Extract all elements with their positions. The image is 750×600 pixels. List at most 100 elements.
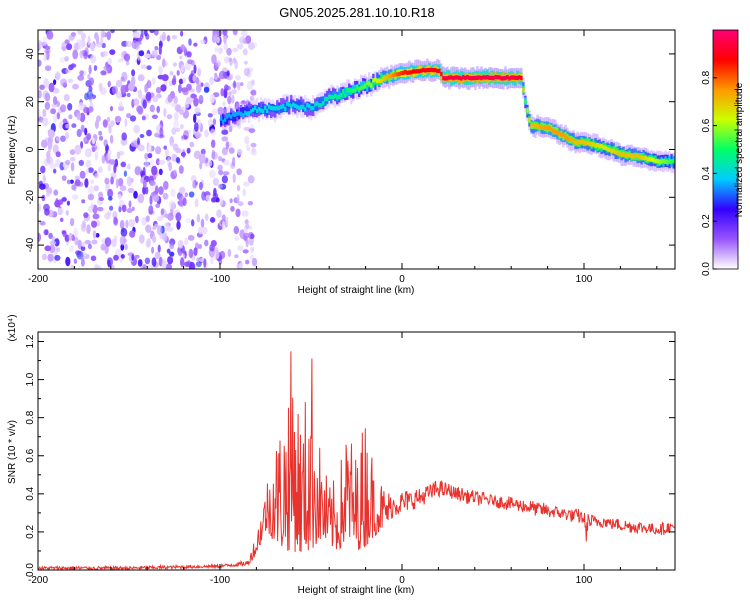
noise-blob xyxy=(128,200,132,208)
ridge-cell xyxy=(630,154,633,159)
noise-blob xyxy=(54,200,61,208)
noise-blob xyxy=(239,82,244,87)
noise-blob xyxy=(212,118,217,126)
ridge-cell xyxy=(360,81,363,90)
ridge-cell xyxy=(232,112,235,117)
noise-blob xyxy=(158,168,163,175)
noise-blob xyxy=(133,98,140,106)
noise-blob xyxy=(87,35,91,46)
noise-blob xyxy=(245,144,250,150)
ridge-cell xyxy=(412,69,415,74)
noise-blob xyxy=(228,91,232,97)
noise-blob xyxy=(179,109,184,116)
noise-blob xyxy=(158,159,166,165)
noise-blob xyxy=(182,130,189,141)
ridge-cell xyxy=(636,153,639,158)
noise-blob xyxy=(48,82,55,93)
noise-blob xyxy=(221,214,226,221)
noise-blob xyxy=(73,258,78,265)
noise-blob xyxy=(64,131,70,140)
ridge-cell xyxy=(600,143,603,149)
noise-blob xyxy=(60,135,66,142)
noise-blob xyxy=(117,177,124,187)
noise-blob xyxy=(87,185,95,194)
noise-blob xyxy=(250,246,255,253)
ridge-cell xyxy=(494,74,497,80)
noise-blob xyxy=(110,176,114,185)
ridge-cell xyxy=(594,143,597,148)
noise-blob xyxy=(250,142,257,148)
noise-blob xyxy=(210,255,214,265)
ridge-cell xyxy=(302,104,305,110)
ridge-cell xyxy=(662,158,665,163)
ridge-cell xyxy=(492,76,495,81)
noise-blob xyxy=(127,82,135,91)
noise-blob xyxy=(250,79,255,86)
ridge-cell xyxy=(248,111,251,116)
ridge-cell xyxy=(482,75,485,80)
noise-blob xyxy=(109,49,116,55)
noise-blob xyxy=(193,247,198,256)
noise-blob xyxy=(180,257,185,267)
ridge-cell xyxy=(552,128,555,133)
noise-blob xyxy=(44,101,51,110)
noise-blob xyxy=(180,64,185,73)
ridge-cell xyxy=(484,75,487,80)
noise-blob xyxy=(228,125,233,133)
noise-blob xyxy=(88,106,94,113)
snr-x-axis-label: Height of straight line (km) xyxy=(298,585,415,596)
noise-blob xyxy=(210,129,217,137)
ridge-cell xyxy=(226,114,229,119)
noise-blob xyxy=(107,164,112,172)
ridge-cell xyxy=(520,75,523,81)
noise-blob xyxy=(81,241,86,248)
noise-blob xyxy=(201,191,206,201)
noise-blob xyxy=(72,194,79,200)
noise-blob xyxy=(44,208,50,216)
noise-blob xyxy=(163,180,169,190)
noise-blob xyxy=(78,159,85,166)
noise-blob xyxy=(46,30,54,40)
noise-blob xyxy=(149,195,153,205)
noise-blob xyxy=(160,208,165,216)
ridge-cell xyxy=(310,106,313,111)
noise-blob xyxy=(155,146,162,155)
ridge-cell xyxy=(396,72,399,77)
ridge-cell xyxy=(276,106,279,111)
noise-blob xyxy=(80,257,85,267)
noise-blob xyxy=(232,156,236,167)
noise-blob xyxy=(43,78,49,88)
noise-blob xyxy=(222,30,228,36)
noise-blob xyxy=(218,184,223,189)
ridge-cell xyxy=(266,108,269,113)
noise-blob xyxy=(86,90,93,100)
noise-blob xyxy=(203,258,207,268)
noise-blob xyxy=(173,120,179,128)
ridge-cell xyxy=(464,75,467,81)
noise-blob xyxy=(59,56,66,64)
snr-y-axis-label: SNR (10 * v/v) xyxy=(7,420,18,484)
noise-blob xyxy=(172,62,177,67)
noise-blob xyxy=(157,244,161,253)
ridge-cell xyxy=(228,113,231,118)
noise-blob xyxy=(86,224,91,235)
ridge-cell xyxy=(224,117,227,122)
noise-blob xyxy=(192,181,196,189)
noise-blob xyxy=(212,92,220,98)
noise-blob xyxy=(218,70,226,80)
colorbar-ticks: 0.0 0.2 0.4 0.6 0.8 xyxy=(701,70,717,276)
ridge-cell xyxy=(622,152,625,157)
noise-blob xyxy=(61,197,67,202)
noise-blob xyxy=(166,114,173,120)
ridge-cell xyxy=(316,103,319,112)
ridge-cell xyxy=(350,88,353,93)
noise-blob xyxy=(88,77,95,86)
ridge-cell xyxy=(344,93,347,98)
snr-series-line xyxy=(38,351,675,570)
noise-blob xyxy=(216,209,222,219)
noise-blob xyxy=(60,78,68,87)
noise-blob xyxy=(180,135,185,142)
snr-y-multiplier: (x10⁴) xyxy=(7,314,18,341)
noise-blob xyxy=(126,92,131,98)
